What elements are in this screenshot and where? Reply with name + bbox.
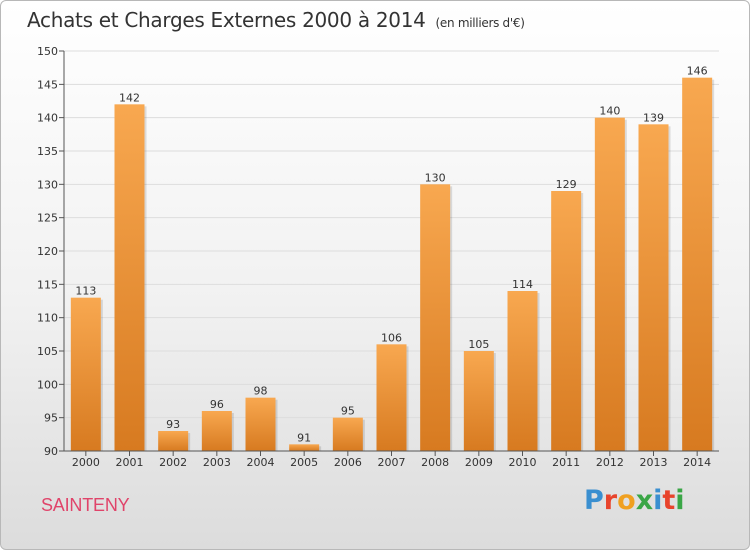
bar-value-label: 140 xyxy=(599,105,620,118)
x-tick-label: 2007 xyxy=(378,456,406,469)
x-tick-label: 2006 xyxy=(334,456,362,469)
bar-value-label: 146 xyxy=(687,65,708,78)
y-tick-label: 115 xyxy=(37,278,58,291)
y-tick-label: 90 xyxy=(44,445,58,458)
x-tick-label: 2004 xyxy=(247,456,275,469)
bar xyxy=(201,411,232,451)
proxiti-logo: Proxiti xyxy=(584,485,685,516)
chart-unit: (en milliers d'€) xyxy=(435,16,525,30)
bar-value-label: 113 xyxy=(75,285,96,298)
bar-value-label: 98 xyxy=(254,385,268,398)
bar xyxy=(638,124,669,451)
bar-value-label: 93 xyxy=(166,418,180,431)
y-tick-label: 145 xyxy=(37,78,58,91)
y-tick-label: 95 xyxy=(44,412,58,425)
x-tick-label: 2012 xyxy=(596,456,624,469)
bar-value-label: 95 xyxy=(341,405,355,418)
bar-value-label: 105 xyxy=(468,338,489,351)
x-tick-label: 2014 xyxy=(683,456,711,469)
x-tick-label: 2003 xyxy=(203,456,231,469)
x-tick-label: 2010 xyxy=(509,456,537,469)
y-tick-label: 120 xyxy=(37,245,58,258)
bar-value-label: 106 xyxy=(381,331,402,344)
x-tick-label: 2005 xyxy=(290,456,318,469)
y-tick-label: 105 xyxy=(37,345,58,358)
logo-letter: o xyxy=(617,485,636,516)
x-tick-label: 2002 xyxy=(159,456,187,469)
bar xyxy=(332,417,363,451)
y-tick-label: 100 xyxy=(37,378,58,391)
x-tick-label: 2009 xyxy=(465,456,493,469)
y-tick-label: 110 xyxy=(37,312,58,325)
logo-letter: t xyxy=(662,485,676,516)
logo-letter: x xyxy=(635,485,654,516)
bar xyxy=(594,117,625,452)
bar-value-label: 129 xyxy=(556,178,577,191)
y-tick-label: 125 xyxy=(37,212,58,225)
x-tick-label: 2011 xyxy=(552,456,580,469)
chart-title: Achats et Charges Externes 2000 à 2014 (e… xyxy=(27,8,525,32)
y-tick-label: 140 xyxy=(37,112,58,125)
logo-letter: i xyxy=(653,485,663,516)
bar xyxy=(70,297,101,451)
bar xyxy=(245,397,276,451)
bar xyxy=(158,431,189,451)
bar xyxy=(682,77,713,452)
x-tick-label: 2013 xyxy=(640,456,668,469)
logo-letter: i xyxy=(675,485,685,516)
x-tick-label: 2000 xyxy=(72,456,100,469)
bar xyxy=(463,351,494,451)
bar-value-label: 114 xyxy=(512,278,533,291)
y-tick-label: 135 xyxy=(37,145,58,158)
y-tick-label: 150 xyxy=(37,45,58,58)
bar-value-label: 130 xyxy=(425,171,446,184)
bar xyxy=(376,344,407,451)
x-tick-label: 2008 xyxy=(421,456,449,469)
y-tick-label: 130 xyxy=(37,178,58,191)
logo-letter: r xyxy=(603,485,618,516)
bar xyxy=(114,104,145,451)
bar xyxy=(507,291,538,451)
bar-value-label: 139 xyxy=(643,111,664,124)
commune-name: SAINTENY xyxy=(41,495,130,515)
x-tick-label: 2001 xyxy=(116,456,144,469)
chart-title-text: Achats et Charges Externes 2000 à 2014 xyxy=(27,8,426,32)
bar-value-label: 91 xyxy=(297,431,311,444)
logo-letter: P xyxy=(584,485,604,516)
bar xyxy=(420,184,451,452)
bar xyxy=(551,191,582,451)
bar-value-label: 142 xyxy=(119,91,140,104)
bar-value-label: 96 xyxy=(210,398,224,411)
bar xyxy=(289,444,320,451)
